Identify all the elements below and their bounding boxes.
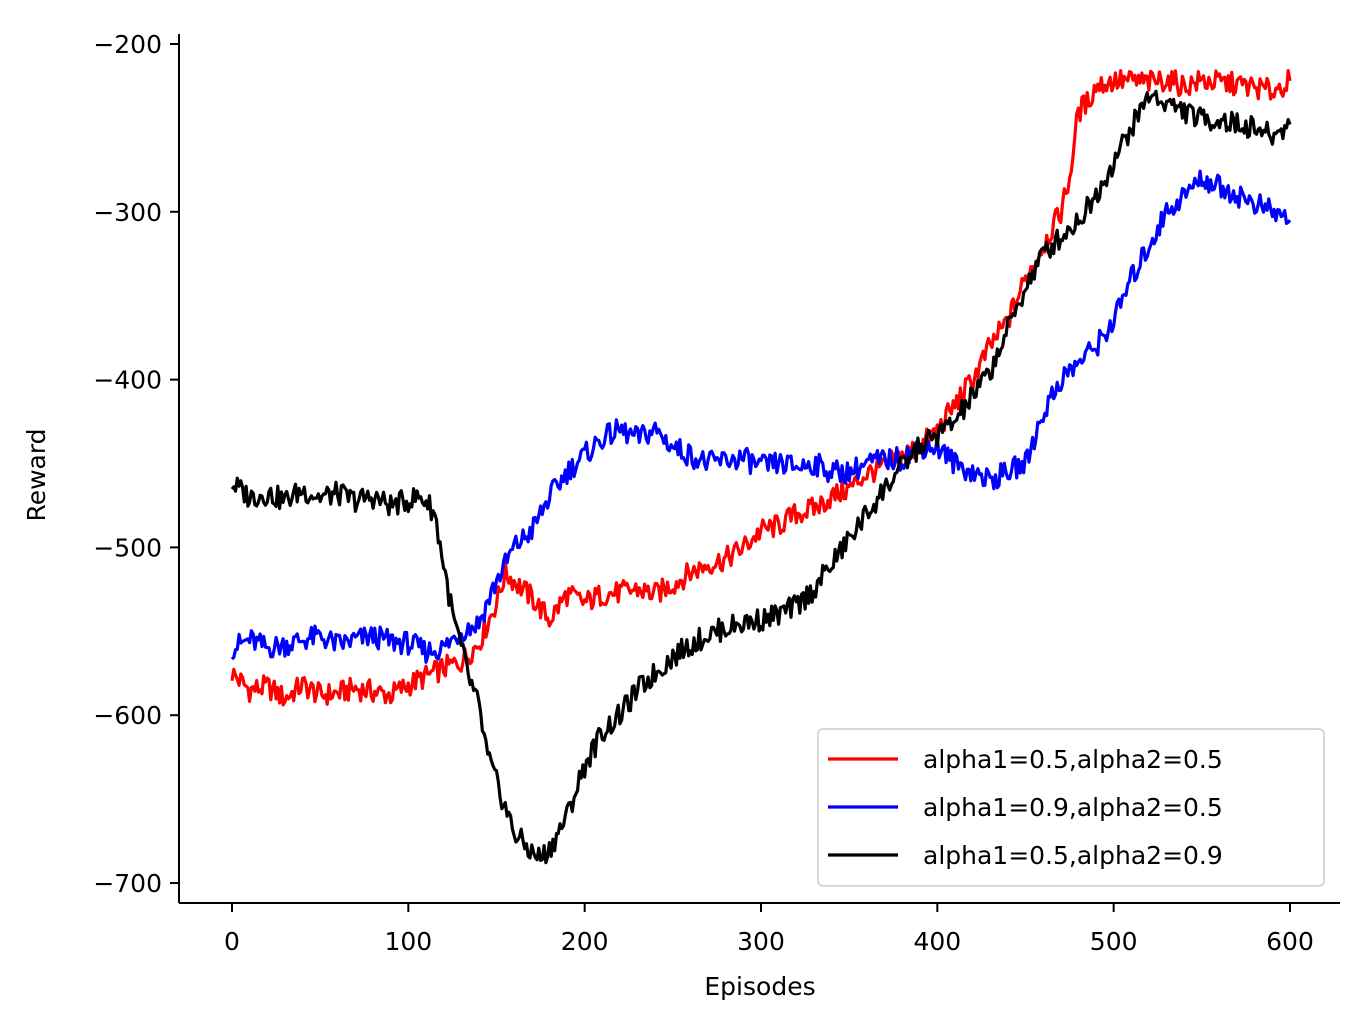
- x-tick-label: 200: [561, 927, 609, 956]
- legend-label-1: alpha1=0.5,alpha2=0.5: [923, 745, 1223, 774]
- series-line-3: [230, 89, 1292, 865]
- x-tick-label: 500: [1090, 927, 1138, 956]
- y-axis-label: Reward: [22, 428, 51, 521]
- axes: 0 100 200 300 400 500 600 −200 −300 −400 −500 −600 −…: [93, 30, 1340, 956]
- y-tick-label: −300: [93, 198, 162, 227]
- y-tick-label: −500: [93, 533, 162, 562]
- plot-area: [230, 69, 1292, 865]
- y-tick-label: −400: [93, 366, 162, 395]
- legend-box: [817, 728, 1325, 887]
- x-axis-label: Episodes: [704, 972, 815, 1001]
- series-line-1: [230, 69, 1292, 707]
- x-tick-label: 0: [224, 927, 240, 956]
- legend-label-2: alpha1=0.9,alpha2=0.5: [923, 793, 1223, 822]
- y-tick-label: −600: [93, 701, 162, 730]
- y-tick-label: −700: [93, 869, 162, 898]
- x-tick-label: 400: [913, 927, 961, 956]
- legend-label-3: alpha1=0.5,alpha2=0.9: [923, 841, 1223, 870]
- series-line-2: [230, 169, 1292, 664]
- x-tick-label: 100: [384, 927, 432, 956]
- legend: alpha1=0.5,alpha2=0.5 alpha1=0.9,alpha2=0…: [817, 728, 1325, 887]
- x-tick-label: 300: [737, 927, 785, 956]
- x-tick-label: 600: [1266, 927, 1314, 956]
- y-tick-label: −200: [93, 30, 162, 59]
